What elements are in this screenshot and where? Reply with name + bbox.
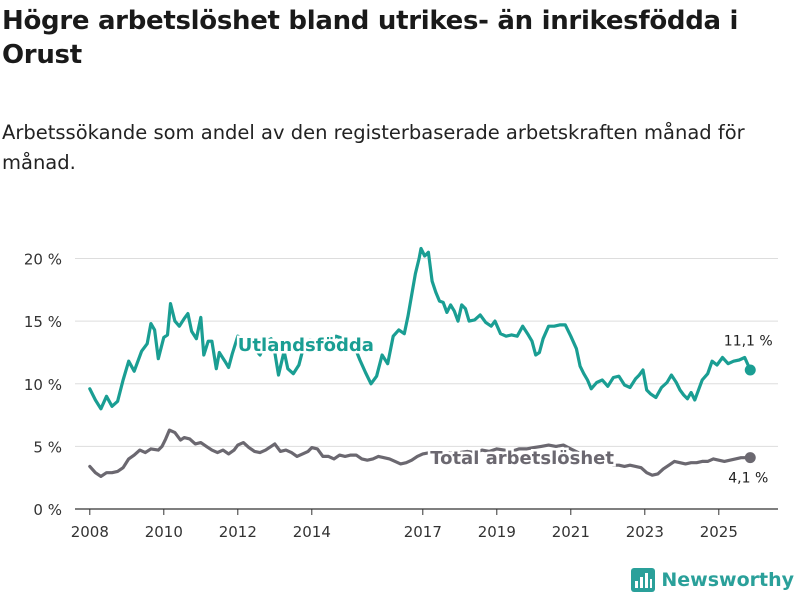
- end-label-utlandsfodda: 11,1 %: [724, 334, 773, 350]
- y-tick-label: 20 %: [24, 251, 62, 269]
- series-line-total: [88, 428, 752, 478]
- x-tick-label: 2014: [293, 523, 331, 541]
- y-tick-label: 5 %: [33, 438, 62, 456]
- x-tick-label: 2019: [478, 523, 516, 541]
- x-tick-label: 2025: [700, 523, 738, 541]
- y-tick-label: 0 %: [33, 501, 62, 519]
- series-label-total: Total arbetslöshet: [430, 448, 614, 469]
- bar-chart-logo-icon: [631, 568, 656, 592]
- x-tick-label: 2012: [219, 523, 257, 541]
- brand-name: Newsworthy: [661, 569, 794, 591]
- x-tick-label: 2021: [552, 523, 590, 541]
- y-tick-label: 10 %: [24, 376, 62, 394]
- end-label-total: 4,1 %: [728, 471, 768, 487]
- x-tick-label: 2008: [71, 523, 109, 541]
- x-tick-label: 2017: [404, 523, 442, 541]
- series-label-utlandsfodda: Utlandsfödda: [238, 335, 374, 356]
- chart-subtitle: Arbetssökande som andel av den registerb…: [2, 121, 745, 174]
- x-tick-label: 2010: [145, 523, 183, 541]
- end-point-utlandsfodda: [744, 364, 756, 376]
- end-point-total: [744, 452, 756, 464]
- series-line-utlandsfodda: [88, 246, 752, 411]
- x-tick-label: 2023: [626, 523, 664, 541]
- newsworthy-logo[interactable]: Newsworthy: [631, 568, 794, 592]
- chart-title: Högre arbetslöshet bland utrikes- än inr…: [2, 6, 739, 70]
- y-tick-label: 15 %: [24, 313, 62, 331]
